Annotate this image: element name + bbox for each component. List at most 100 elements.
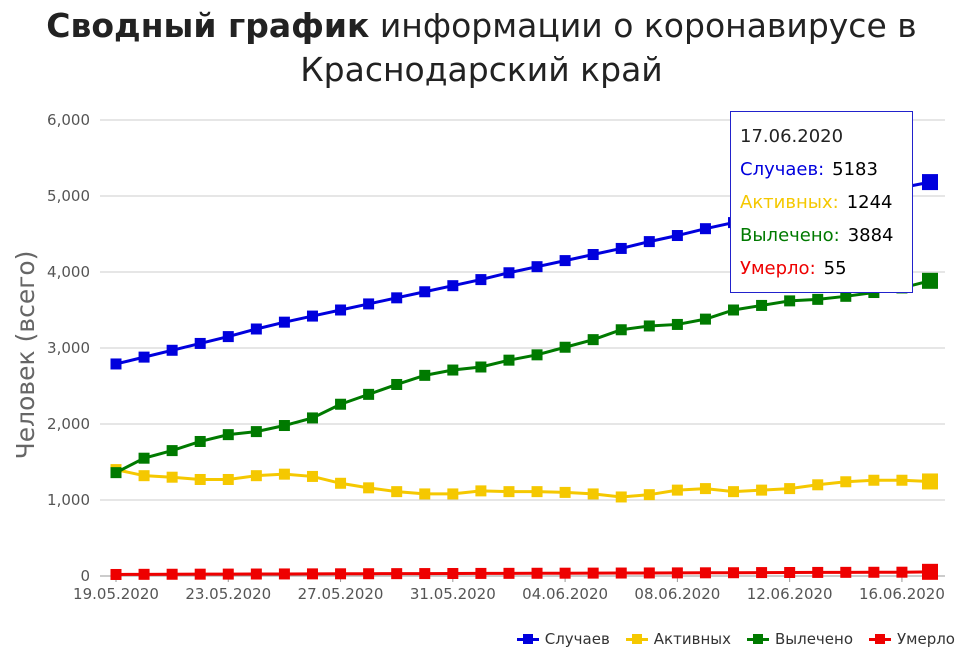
- data-point[interactable]: [166, 568, 178, 580]
- data-point[interactable]: [222, 473, 234, 485]
- data-point[interactable]: [447, 364, 459, 376]
- legend-item-active[interactable]: Активных: [625, 630, 731, 648]
- data-point[interactable]: [278, 420, 290, 432]
- data-point[interactable]: [812, 479, 824, 491]
- data-point[interactable]: [559, 567, 571, 579]
- data-point[interactable]: [531, 349, 543, 361]
- data-point[interactable]: [447, 488, 459, 500]
- data-point[interactable]: [840, 290, 852, 302]
- data-point[interactable]: [419, 286, 431, 298]
- data-point[interactable]: [784, 483, 796, 495]
- data-point[interactable]: [728, 486, 740, 498]
- data-point[interactable]: [531, 486, 543, 498]
- data-point[interactable]: [587, 334, 599, 346]
- data-point[interactable]: [559, 486, 571, 498]
- data-point[interactable]: [194, 473, 206, 485]
- data-point[interactable]: [166, 445, 178, 457]
- data-point[interactable]: [671, 318, 683, 330]
- data-point[interactable]: [475, 274, 487, 286]
- data-point[interactable]: [756, 484, 768, 496]
- data-point[interactable]: [922, 272, 938, 289]
- data-point[interactable]: [671, 230, 683, 242]
- data-point[interactable]: [138, 568, 150, 580]
- data-point[interactable]: [922, 473, 938, 490]
- data-point[interactable]: [868, 566, 880, 578]
- data-point[interactable]: [728, 304, 740, 316]
- legend-item-deaths[interactable]: Умерло: [869, 630, 955, 648]
- data-point[interactable]: [643, 236, 655, 248]
- data-point[interactable]: [391, 292, 403, 304]
- data-point[interactable]: [278, 316, 290, 328]
- legend-item-recovered[interactable]: Вылечено: [746, 630, 853, 648]
- data-point[interactable]: [784, 295, 796, 307]
- data-point[interactable]: [194, 435, 206, 447]
- data-point[interactable]: [840, 476, 852, 488]
- data-point[interactable]: [587, 567, 599, 579]
- data-point[interactable]: [615, 242, 627, 254]
- data-point[interactable]: [812, 293, 824, 305]
- data-point[interactable]: [896, 474, 908, 486]
- data-point[interactable]: [419, 568, 431, 580]
- data-point[interactable]: [812, 566, 824, 578]
- data-point[interactable]: [615, 491, 627, 503]
- data-point[interactable]: [756, 299, 768, 311]
- data-point[interactable]: [615, 567, 627, 579]
- data-point[interactable]: [306, 568, 318, 580]
- data-point[interactable]: [922, 563, 938, 580]
- data-point[interactable]: [671, 484, 683, 496]
- data-point[interactable]: [643, 567, 655, 579]
- data-point[interactable]: [840, 566, 852, 578]
- data-point[interactable]: [447, 280, 459, 292]
- data-point[interactable]: [166, 344, 178, 356]
- data-point[interactable]: [306, 412, 318, 424]
- data-point[interactable]: [447, 567, 459, 579]
- data-point[interactable]: [306, 310, 318, 322]
- data-point[interactable]: [699, 567, 711, 579]
- data-point[interactable]: [306, 470, 318, 482]
- data-point[interactable]: [896, 566, 908, 578]
- data-point[interactable]: [363, 388, 375, 400]
- data-point[interactable]: [222, 568, 234, 580]
- data-point[interactable]: [363, 482, 375, 494]
- data-point[interactable]: [194, 337, 206, 349]
- data-point[interactable]: [335, 477, 347, 489]
- data-point[interactable]: [475, 361, 487, 373]
- data-point[interactable]: [475, 485, 487, 497]
- data-point[interactable]: [503, 486, 515, 498]
- data-point[interactable]: [643, 320, 655, 332]
- data-point[interactable]: [278, 568, 290, 580]
- data-point[interactable]: [222, 331, 234, 343]
- data-point[interactable]: [615, 324, 627, 336]
- data-point[interactable]: [222, 429, 234, 441]
- data-point[interactable]: [756, 567, 768, 579]
- data-point[interactable]: [922, 174, 938, 191]
- data-point[interactable]: [110, 467, 122, 479]
- data-point[interactable]: [503, 567, 515, 579]
- data-point[interactable]: [138, 452, 150, 464]
- data-point[interactable]: [419, 369, 431, 381]
- data-point[interactable]: [868, 474, 880, 486]
- data-point[interactable]: [194, 568, 206, 580]
- data-point[interactable]: [531, 567, 543, 579]
- data-point[interactable]: [699, 223, 711, 235]
- data-point[interactable]: [784, 567, 796, 579]
- data-point[interactable]: [671, 567, 683, 579]
- data-point[interactable]: [250, 323, 262, 335]
- data-point[interactable]: [250, 470, 262, 482]
- data-point[interactable]: [531, 261, 543, 273]
- data-point[interactable]: [699, 483, 711, 495]
- data-point[interactable]: [503, 267, 515, 279]
- data-point[interactable]: [250, 426, 262, 438]
- data-point[interactable]: [391, 486, 403, 498]
- data-point[interactable]: [138, 470, 150, 482]
- data-point[interactable]: [110, 358, 122, 370]
- data-point[interactable]: [419, 488, 431, 500]
- data-point[interactable]: [587, 249, 599, 261]
- data-point[interactable]: [110, 568, 122, 580]
- data-point[interactable]: [699, 313, 711, 325]
- data-point[interactable]: [363, 568, 375, 580]
- data-point[interactable]: [363, 298, 375, 310]
- legend-item-cases[interactable]: Случаев: [516, 630, 610, 648]
- data-point[interactable]: [587, 488, 599, 500]
- data-point[interactable]: [250, 568, 262, 580]
